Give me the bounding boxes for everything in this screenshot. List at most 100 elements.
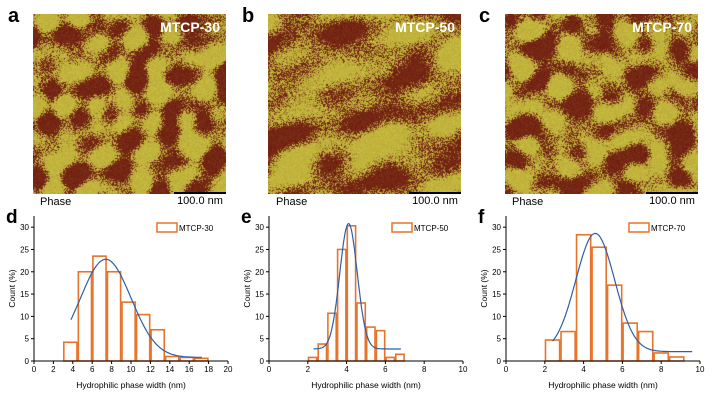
y-tick-label: 5 bbox=[260, 335, 265, 344]
histogram-bar bbox=[591, 246, 607, 362]
y-tick-label: 15 bbox=[20, 290, 29, 299]
histogram-d: d 0 2 4 6 8 10 12 14 16 18 20 0 5 10 15 20 25 30 Hydrophili… bbox=[6, 207, 233, 390]
histogram-e: e 0 2 4 6 8 10 0 5 10 15 20 25 30 Hydrophilic phase wi… bbox=[241, 207, 468, 390]
x-tick-label: 10 bbox=[127, 365, 136, 374]
histogram-bar bbox=[317, 343, 328, 362]
x-tick-label: 10 bbox=[459, 365, 468, 374]
afm-image-a: MTCP-30 bbox=[33, 14, 226, 194]
histogram-bar bbox=[375, 329, 386, 362]
histogram-bar bbox=[544, 339, 561, 362]
legend-swatch bbox=[628, 222, 650, 233]
gaussian-fit-line bbox=[552, 232, 693, 353]
y-axis-label: Count (%) bbox=[7, 269, 17, 307]
legend-label: MTCP-30 bbox=[179, 224, 214, 233]
scale-bar: 100.0 nm bbox=[170, 192, 230, 207]
legend-swatch bbox=[391, 222, 413, 233]
histogram-bar bbox=[135, 313, 151, 362]
y-axis-label: Count (%) bbox=[242, 269, 252, 307]
histogram-bar bbox=[637, 330, 654, 362]
y-tick-label: 15 bbox=[255, 290, 264, 299]
scale-label: 100.0 nm bbox=[649, 195, 695, 207]
histogram-bar bbox=[62, 341, 78, 362]
x-tick-label: 16 bbox=[185, 365, 194, 374]
x-tick-label: 10 bbox=[696, 365, 705, 374]
y-axis-label: Count (%) bbox=[479, 269, 489, 307]
y-tick-label: 20 bbox=[20, 268, 29, 277]
x-tick-label: 6 bbox=[90, 365, 95, 374]
y-tick-label: 20 bbox=[255, 268, 264, 277]
x-axis-label: Hydrophilic phase width (nm) bbox=[548, 380, 658, 390]
y-tick-label: 30 bbox=[492, 223, 501, 232]
histogram-bar bbox=[395, 353, 405, 362]
histogram-bar bbox=[164, 355, 180, 362]
y-tick-label: 25 bbox=[20, 245, 29, 254]
panel-label-c: c bbox=[479, 5, 491, 27]
x-tick-label: 8 bbox=[109, 365, 114, 374]
scale-label: 100.0 nm bbox=[412, 195, 458, 207]
x-tick-label: 0 bbox=[267, 365, 272, 374]
phase-label: Phase bbox=[40, 196, 72, 208]
scale-bar: 100.0 nm bbox=[642, 192, 702, 207]
y-tick-label: 5 bbox=[497, 335, 502, 344]
x-tick-label: 6 bbox=[383, 365, 388, 374]
x-tick-label: 8 bbox=[422, 365, 427, 374]
afm-phase-map bbox=[33, 14, 226, 194]
y-tick-label: 0 bbox=[260, 357, 265, 366]
y-tick-label: 5 bbox=[25, 335, 30, 344]
phase-label: Phase bbox=[276, 196, 308, 208]
panel-label: e bbox=[241, 207, 252, 228]
sample-title: MTCP-50 bbox=[395, 19, 455, 35]
x-tick-label: 6 bbox=[620, 365, 625, 374]
y-tick-label: 10 bbox=[20, 312, 29, 321]
histogram-f: f 0 2 4 6 8 10 0 5 10 15 20 25 30 Hydrophilic phase wi… bbox=[478, 207, 705, 390]
histogram-bar bbox=[356, 302, 367, 362]
x-tick-label: 12 bbox=[146, 365, 155, 374]
x-axis-label: Hydrophilic phase width (nm) bbox=[311, 380, 421, 390]
y-tick-label: 0 bbox=[497, 357, 502, 366]
x-tick-label: 2 bbox=[51, 365, 56, 374]
x-axis-label: Hydrophilic phase width (nm) bbox=[76, 380, 186, 390]
y-tick-label: 30 bbox=[20, 223, 29, 232]
x-tick-label: 4 bbox=[71, 365, 76, 374]
histogram-bar bbox=[385, 356, 396, 362]
y-tick-label: 20 bbox=[492, 268, 501, 277]
y-tick-label: 25 bbox=[255, 245, 264, 254]
phase-label: Phase bbox=[512, 196, 544, 208]
x-tick-label: 8 bbox=[659, 365, 664, 374]
legend-swatch bbox=[156, 222, 178, 233]
histogram-bar bbox=[121, 301, 136, 362]
panel-label-a: a bbox=[8, 5, 20, 27]
y-tick-label: 30 bbox=[255, 223, 264, 232]
y-tick-label: 0 bbox=[25, 357, 30, 366]
legend-label: MTCP-50 bbox=[414, 224, 449, 233]
x-tick-label: 2 bbox=[543, 365, 548, 374]
histogram-bar bbox=[106, 270, 122, 362]
legend-label: MTCP-70 bbox=[651, 224, 686, 233]
sample-title: MTCP-30 bbox=[160, 19, 220, 35]
x-tick-label: 2 bbox=[306, 365, 311, 374]
afm-phase-map bbox=[505, 14, 698, 194]
gaussian-fit-line bbox=[70, 258, 202, 358]
x-tick-label: 0 bbox=[504, 365, 509, 374]
x-tick-label: 14 bbox=[165, 365, 174, 374]
afm-image-b: MTCP-50 bbox=[268, 14, 461, 194]
y-tick-label: 15 bbox=[492, 290, 501, 299]
histogram-bar bbox=[668, 356, 685, 362]
panel-label: f bbox=[478, 207, 485, 228]
histogram-bar bbox=[653, 352, 670, 362]
sample-title: MTCP-70 bbox=[632, 19, 692, 35]
scale-bar: 100.0 nm bbox=[405, 192, 465, 207]
histogram-bar bbox=[336, 248, 347, 362]
histogram-bar bbox=[92, 255, 107, 362]
x-tick-label: 18 bbox=[204, 365, 213, 374]
panel-label-b: b bbox=[242, 5, 255, 27]
x-tick-label: 4 bbox=[581, 365, 586, 374]
histogram-bar bbox=[307, 356, 318, 362]
gaussian-fit-line bbox=[313, 222, 401, 350]
histogram-bar bbox=[77, 270, 93, 362]
x-tick-label: 0 bbox=[32, 365, 37, 374]
y-tick-label: 25 bbox=[492, 245, 501, 254]
y-tick-label: 10 bbox=[255, 312, 264, 321]
histogram-bar bbox=[179, 356, 195, 362]
y-tick-label: 10 bbox=[492, 312, 501, 321]
